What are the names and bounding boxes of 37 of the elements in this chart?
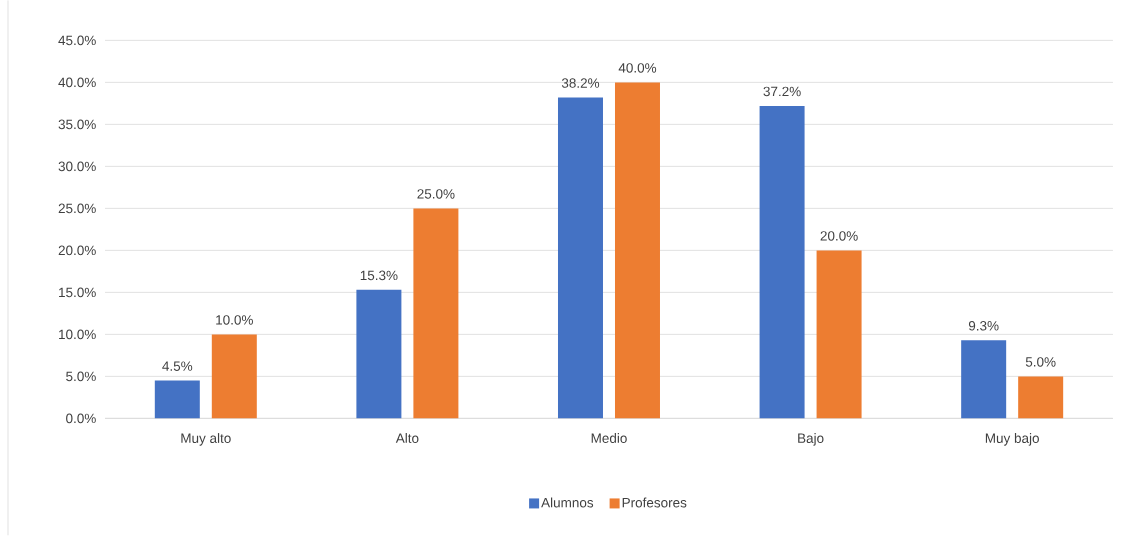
x-tick-label: Muy alto: [181, 433, 231, 446]
y-tick-label: 10.0%: [59, 329, 96, 340]
x-tick-label: Bajo: [798, 433, 824, 446]
bar: [557, 97, 603, 419]
data-label: 20.0%: [820, 231, 858, 241]
data-label: 37.2%: [763, 86, 801, 97]
y-tick-label: 35.0%: [58, 119, 96, 130]
legend-label: Profesores: [622, 497, 687, 508]
data-label: 10.0%: [216, 315, 253, 325]
x-tick-label: Medio: [591, 433, 627, 444]
bar: [614, 82, 660, 419]
data-label: 5.0%: [1025, 357, 1056, 367]
data-label: 4.5%: [162, 361, 193, 371]
y-tick-label: 45.0%: [58, 35, 96, 46]
data-label: 15.3%: [360, 270, 398, 281]
y-tick-label: 25.0%: [58, 203, 96, 214]
x-tick-label: Alto: [395, 433, 419, 444]
y-tick-label: 20.0%: [58, 245, 96, 256]
data-label: 40.0%: [618, 63, 657, 73]
bar: [356, 289, 402, 419]
x-tick-label: Muy bajo: [985, 433, 1039, 446]
y-tick-label: 5.0%: [66, 371, 96, 382]
bar: [816, 250, 862, 419]
bar: [211, 334, 257, 419]
bar: [961, 340, 1007, 419]
y-tick-label: 30.0%: [58, 161, 96, 172]
bar: [154, 380, 200, 419]
legend-label: Alumnos: [541, 497, 594, 508]
bar: [759, 106, 805, 419]
y-tick-label: 15.0%: [59, 287, 96, 298]
y-tick-label: 40.0%: [58, 77, 96, 88]
data-label: 9.3%: [968, 321, 999, 331]
data-label: 25.0%: [417, 189, 455, 199]
bar: [1018, 376, 1064, 419]
y-tick-label: 0.0%: [66, 413, 96, 424]
data-label: 38.2%: [561, 78, 600, 88]
bar: [413, 208, 459, 419]
